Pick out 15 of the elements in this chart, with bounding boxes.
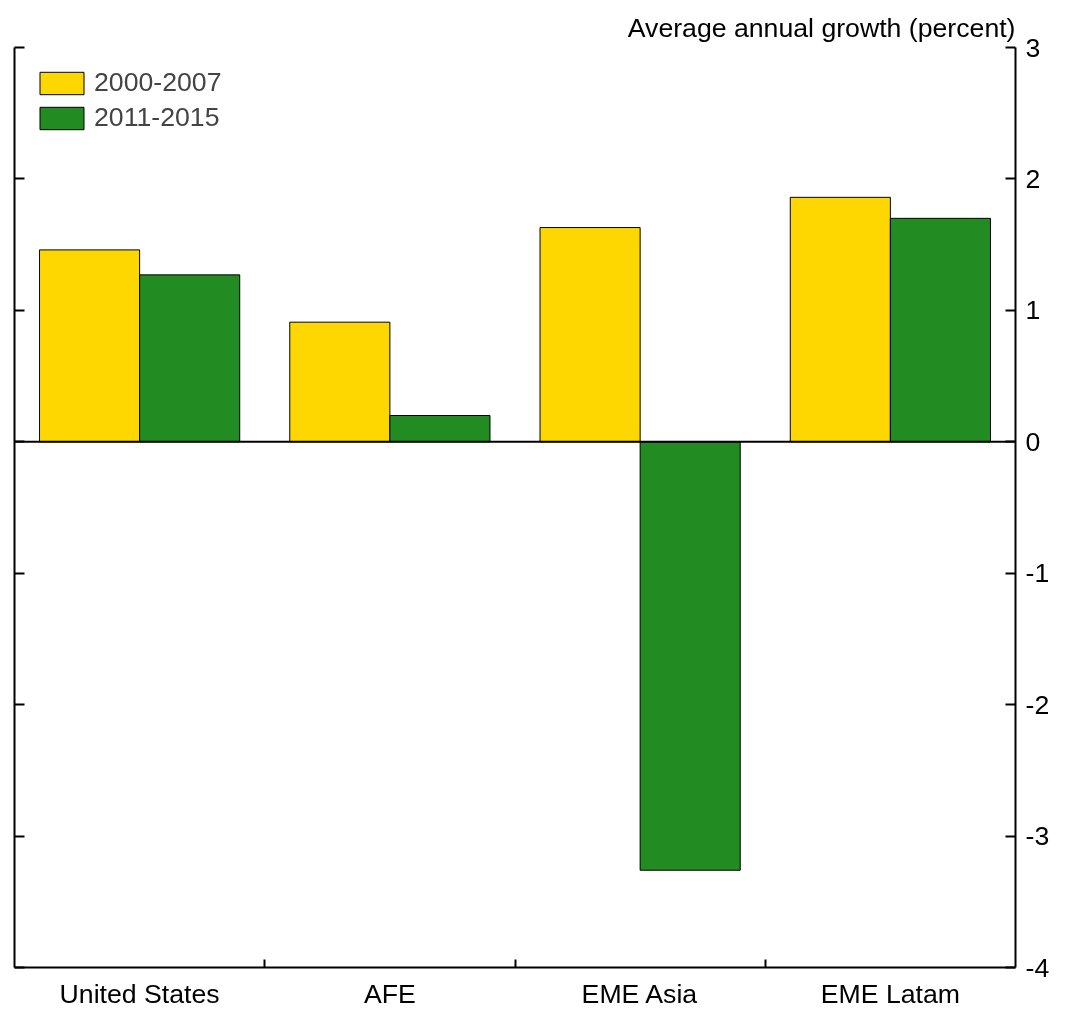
- y-tick-label: -4: [1025, 952, 1050, 983]
- legend-label: 2011-2015: [94, 102, 220, 133]
- y-tick-label: 0: [1025, 426, 1041, 457]
- y-tick-label: -2: [1025, 689, 1050, 720]
- x-tick-label: AFE: [363, 978, 416, 1009]
- y-tick-label: -3: [1025, 821, 1050, 852]
- y-tick-label: 2: [1025, 163, 1041, 194]
- y-tick-label: 3: [1025, 32, 1041, 63]
- x-tick-label: United States: [59, 978, 220, 1009]
- x-tick-label: EME Asia: [581, 978, 698, 1009]
- y-tick-label: 1: [1025, 295, 1041, 326]
- y-axis-title: Average annual growth (percent): [627, 12, 1016, 43]
- x-tick-label: EME Latam: [820, 978, 961, 1009]
- legend-label: 2000-2007: [94, 67, 222, 98]
- y-tick-label: -1: [1025, 558, 1050, 589]
